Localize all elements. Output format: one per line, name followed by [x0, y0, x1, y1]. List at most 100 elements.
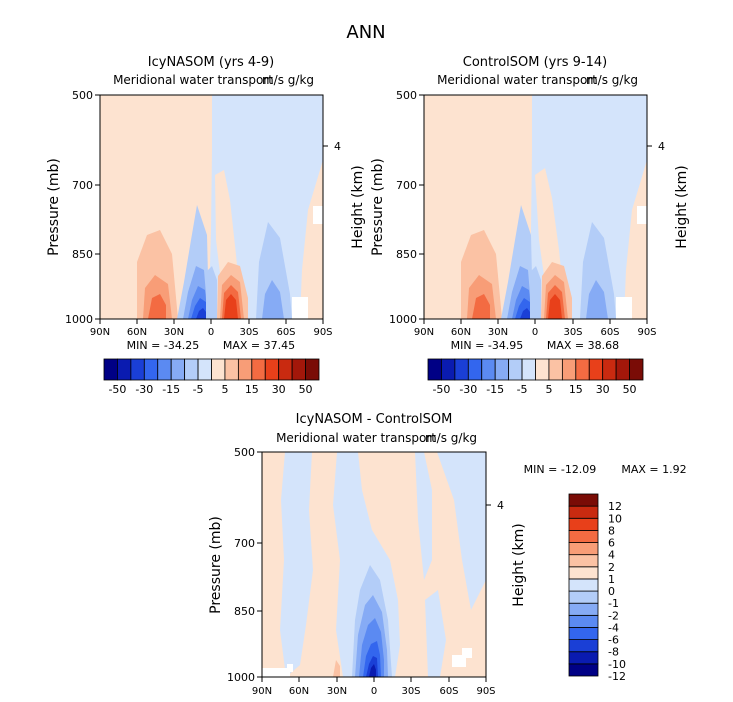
panel-subtitle: Meridional water transport: [276, 431, 436, 445]
y-axis-right: 4 Height (km): [323, 140, 366, 249]
colorbar-horizontal: -50 -30 -15 -5 5 15 30 50: [103, 358, 320, 396]
colorbar-label: -50: [432, 383, 450, 396]
colorbar-swatch: [251, 358, 266, 381]
colorbar-horizontal: -50 -30 -15 -5 5 15 30 50: [427, 358, 644, 396]
colorbar-swatch: [521, 358, 536, 381]
colorbar-swatch: [568, 566, 599, 580]
x-tick-label: 90S: [476, 686, 495, 697]
height-tick-label: 4: [497, 499, 504, 512]
colorbar-swatch: [629, 358, 644, 381]
colorbar-label: -15: [486, 383, 504, 396]
colorbar-swatch: [535, 358, 550, 381]
x-tick-label: 90S: [313, 327, 332, 338]
colorbar-swatch: [568, 530, 599, 543]
colorbar-label: -10: [608, 658, 626, 671]
colorbar-swatch: [568, 614, 599, 628]
colorbar-label: 12: [608, 500, 622, 513]
y-tick-label: 500: [72, 89, 93, 102]
y-axis-title: Pressure (mb): [208, 516, 224, 614]
colorbar-swatch: [548, 358, 563, 381]
height-tick-label: 4: [658, 140, 665, 153]
colorbar-swatch: [568, 554, 599, 568]
colorbar-label: 10: [608, 512, 622, 525]
colorbar-label: 30: [596, 383, 610, 396]
colorbar-label: -5: [517, 383, 528, 396]
colorbar-label: -30: [459, 383, 477, 396]
min-label: MIN = -34.25: [127, 339, 200, 352]
height-axis-title: Height (km): [674, 165, 690, 248]
x-axis: 90N 60N 30N 0 30S 60S 90S: [414, 319, 657, 338]
y-axis-right: 4 Height (km): [647, 140, 690, 249]
y-axis-title: Pressure (mb): [370, 158, 386, 256]
colorbar-swatch: [508, 358, 523, 381]
colorbar-swatch: [157, 358, 172, 381]
y-tick-label: 1000: [389, 313, 417, 326]
colorbar-swatch: [291, 358, 306, 381]
x-tick-label: 30N: [488, 327, 508, 338]
x-tick-label: 0: [532, 327, 538, 338]
y-tick-label: 700: [396, 179, 417, 192]
colorbar-swatch: [454, 358, 469, 381]
colorbar-swatch: [237, 358, 253, 381]
x-axis: 90N 60N 30N 0 30S 60S 90S: [252, 677, 496, 697]
colorbar-swatch: [602, 358, 617, 381]
y-axis-title: Pressure (mb): [46, 158, 62, 256]
colorbar-swatch: [103, 358, 118, 381]
colorbar-swatch: [197, 358, 212, 381]
x-tick-label: 30S: [563, 327, 582, 338]
x-tick-label: 60S: [276, 327, 295, 338]
x-tick-label: 60S: [600, 327, 619, 338]
colorbar-swatch: [211, 358, 226, 381]
colorbar-label: 2: [608, 561, 615, 574]
colorbar-swatch: [561, 358, 577, 381]
max-label: MAX = 38.68: [547, 339, 619, 352]
colorbar-label: 8: [608, 524, 615, 537]
colorbar-label: -15: [162, 383, 180, 396]
colorbar-swatch: [568, 517, 599, 531]
colorbar-swatch: [568, 578, 599, 592]
figure-title: ANN: [346, 22, 385, 43]
panel-units: m/s g/kg: [586, 73, 638, 87]
colorbar-swatch: [568, 493, 599, 507]
x-tick-label: 0: [371, 686, 377, 697]
colorbar-swatch: [568, 639, 599, 653]
colorbar-label: 4: [608, 549, 615, 562]
panel-title: IcyNASOM - ControlSOM: [296, 412, 453, 427]
colorbar-swatch: [427, 358, 442, 381]
y-tick-label: 700: [234, 537, 255, 550]
colorbar-swatch: [568, 663, 599, 677]
y-tick-label: 850: [234, 605, 255, 618]
x-tick-label: 60N: [289, 686, 309, 697]
colorbar-label: -12: [608, 670, 626, 683]
colorbar-swatch: [117, 358, 132, 381]
colorbar-swatch: [494, 358, 510, 381]
contour-field: [100, 95, 323, 319]
max-label: MAX = 37.45: [223, 339, 295, 352]
x-tick-label: 90N: [414, 327, 434, 338]
colorbar-swatch: [568, 602, 599, 616]
colorbar-label: -4: [608, 621, 619, 634]
x-tick-label: 90N: [90, 327, 110, 338]
colorbar-label: 5: [545, 383, 552, 396]
colorbar-swatch: [184, 358, 199, 381]
colorbar-swatch: [588, 358, 604, 381]
x-tick-label: 90S: [637, 327, 656, 338]
colorbar-label: 5: [221, 383, 228, 396]
positive-region-south: [624, 160, 647, 319]
y-axis-right: 4 Height (km): [486, 499, 527, 607]
colorbar-label: 6: [608, 537, 615, 550]
panel-title: ControlSOM (yrs 9-14): [463, 55, 607, 70]
colorbar-swatch: [143, 358, 159, 381]
panel-subtitle: Meridional water transport: [437, 73, 597, 87]
x-tick-label: 60N: [127, 327, 147, 338]
colorbar-label: 1: [608, 573, 615, 586]
x-tick-label: 30N: [164, 327, 184, 338]
panel-units: m/s g/kg: [425, 431, 477, 445]
colorbar-swatch: [568, 627, 599, 641]
x-tick-label: 60N: [451, 327, 471, 338]
colorbar-label: -8: [608, 646, 619, 659]
panel-units: m/s g/kg: [262, 73, 314, 87]
colorbar-swatch: [568, 505, 599, 519]
colorbar-label: 0: [608, 585, 615, 598]
